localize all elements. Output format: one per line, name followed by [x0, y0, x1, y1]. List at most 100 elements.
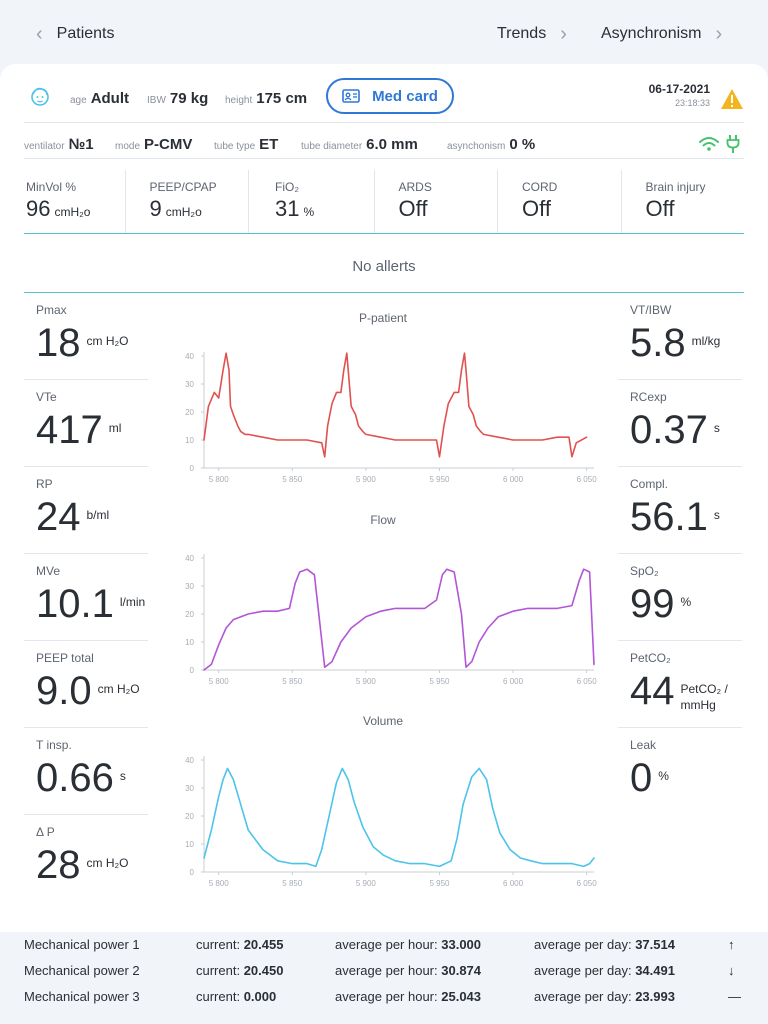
y-tick-label: 0: [190, 666, 195, 675]
metric-spo2: SpO₂ 99%: [618, 554, 742, 641]
x-tick-label: 5 900: [356, 677, 377, 686]
metric-vt-ibw: VT/IBW 5.8 ml/kg: [618, 293, 742, 380]
setting-ards[interactable]: ARDS Off: [375, 170, 498, 233]
setting-value: 31: [275, 196, 300, 221]
mode-field: mode P-CMV: [115, 136, 192, 153]
setting-peep-cpap[interactable]: PEEP/CPAP 9 cmH₂o: [126, 170, 249, 233]
tube-diameter-value: 6.0 mm: [366, 136, 418, 153]
setting-label: Brain injury: [645, 180, 706, 194]
divider: [24, 122, 744, 123]
mp-day-value: 37.514: [635, 937, 675, 952]
metric-value: 24: [36, 495, 81, 539]
metric-unit: s: [119, 769, 126, 783]
mode-value: P-CMV: [144, 136, 193, 153]
warning-icon[interactable]: [720, 88, 744, 110]
x-tick-label: 5 900: [356, 475, 377, 484]
metric-value: 0: [630, 756, 653, 800]
trend-down-icon: ↓: [728, 963, 735, 978]
setting-unit: cmH₂o: [54, 205, 91, 219]
setting-value: 9: [149, 196, 162, 221]
metric-unit: PetCO₂ / mmHg: [680, 682, 728, 712]
power-plug-icon: [726, 135, 740, 153]
mp-name: Mechanical power 1: [24, 937, 140, 952]
x-tick-label: 5 900: [356, 879, 377, 888]
metric-pmax: Pmax 18 cm H₂O: [24, 293, 148, 380]
metric-vte: VTe 417 ml: [24, 380, 148, 467]
trends-link[interactable]: Trends ›: [497, 24, 567, 44]
metric-unit: ml: [108, 421, 122, 435]
timestamp: 06-17-2021 23:18:33: [649, 82, 710, 108]
ventilator-key: ventilator: [24, 141, 65, 152]
metric-label: SpO₂: [630, 564, 659, 578]
height-field: height 175 cm: [225, 90, 307, 107]
metric-value: 417: [36, 408, 103, 452]
alerts-status: No allerts: [352, 258, 416, 275]
asynchonism-value: 0 %: [509, 136, 536, 153]
metric-value: 99: [630, 582, 675, 626]
mp-hour-key: average per hour:: [335, 963, 438, 978]
id-card-icon: [342, 89, 360, 103]
date-value: 06-17-2021: [648, 82, 710, 96]
x-tick-label: 6 050: [577, 879, 598, 888]
setting-brain-injury[interactable]: Brain injury Off: [622, 170, 745, 233]
metric-value: 0.37: [630, 408, 708, 452]
mp-current-key: current:: [196, 937, 241, 952]
setting-minvol[interactable]: MinVol % 96 cmH₂o: [24, 170, 126, 233]
metric-label: VT/IBW: [630, 303, 672, 317]
x-tick-label: 5 850: [282, 879, 303, 888]
metric-rcexp: RCexp 0.37 s: [618, 380, 742, 467]
asynchonism-key: asynchonism: [447, 141, 506, 152]
divider: [24, 292, 744, 293]
metric-label: PEEP total: [36, 651, 94, 665]
x-tick-label: 5 950: [429, 677, 450, 686]
ibw-value: 79 kg: [169, 90, 209, 107]
mp-current-value: 20.450: [243, 963, 284, 978]
metric-rp: RP 24 b/ml: [24, 467, 148, 554]
y-tick-label: 20: [185, 812, 194, 821]
metric-label: MVe: [36, 564, 61, 578]
setting-label: PEEP/CPAP: [149, 180, 217, 194]
mp-current-value: 0.000: [243, 989, 277, 1004]
tube-type-field: tube type ET: [214, 136, 278, 153]
wifi-icon: [699, 137, 719, 151]
age-value: Adult: [90, 90, 130, 107]
divider: [24, 158, 744, 159]
metric-unit: s: [713, 508, 720, 522]
setting-label: CORD: [522, 180, 558, 194]
back-to-patients-link[interactable]: ‹ Patients: [36, 24, 114, 44]
mechanical-power-row: Mechanical power 2 current: 20.450 avera…: [24, 963, 744, 983]
mp-hour-value: 25.043: [441, 989, 482, 1004]
metric-delta-p: Δ P 28 cm H₂O: [24, 815, 148, 902]
age-field: age Adult: [70, 90, 129, 107]
x-tick-label: 5 800: [209, 879, 230, 888]
setting-unit: %: [303, 205, 315, 219]
chart-title-pressure: P-patient: [358, 311, 408, 325]
patient-info-row: age Adult IBW 79 kg height 175 cm Med ca…: [24, 78, 744, 120]
y-tick-label: 40: [185, 352, 194, 361]
x-tick-label: 6 000: [503, 879, 524, 888]
y-tick-label: 0: [190, 464, 195, 473]
tube-diameter-key: tube diameter: [301, 141, 363, 152]
metric-value: 9.0: [36, 669, 92, 713]
time-value: 23:18:33: [674, 98, 710, 108]
med-card-label: Med card: [372, 87, 438, 105]
mp-hour-value: 33.000: [441, 937, 482, 952]
chevron-left-icon: ‹: [36, 23, 43, 45]
metric-value: 56.1: [630, 495, 708, 539]
patient-avatar-icon: [31, 87, 49, 106]
asynchonism-field: asynchonism 0 %: [447, 136, 535, 153]
setting-fio2[interactable]: FiO₂ 31%: [249, 170, 375, 233]
left-metrics-column: Pmax 18 cm H₂O VTe 417 ml RP 24 b/ml MVe 10…: [24, 293, 148, 902]
setting-cord[interactable]: CORD Off: [498, 170, 622, 233]
asynchronism-link[interactable]: Asynchronism ›: [601, 24, 722, 44]
x-tick-label: 6 050: [577, 475, 598, 484]
x-tick-label: 6 000: [503, 475, 524, 484]
setting-value: Off: [522, 196, 551, 221]
metric-value: 10.1: [36, 582, 114, 626]
x-tick-label: 6 050: [577, 677, 598, 686]
setting-label: MinVol %: [26, 180, 77, 194]
metric-petco2: PetCO₂ 44 PetCO₂ / mmHg: [618, 641, 742, 728]
med-card-button[interactable]: Med card: [326, 78, 454, 114]
setting-unit: cmH₂o: [165, 205, 202, 219]
setting-value: Off: [398, 196, 428, 221]
